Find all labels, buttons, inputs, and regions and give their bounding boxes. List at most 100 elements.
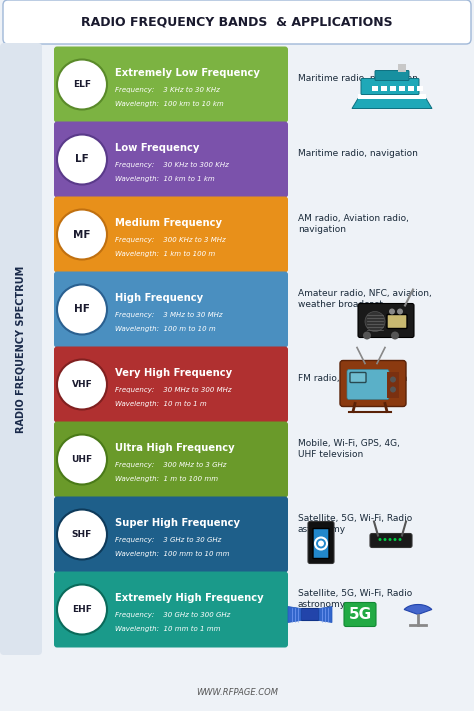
Circle shape: [391, 331, 399, 339]
Text: Wavelength:  10 mm to 1 mm: Wavelength: 10 mm to 1 mm: [115, 626, 220, 632]
Text: Maritime radio, navigation: Maritime radio, navigation: [298, 149, 418, 159]
Text: Amateur radio, NFC, aviation,
weather broadcast: Amateur radio, NFC, aviation, weather br…: [298, 289, 432, 309]
Circle shape: [57, 510, 107, 560]
Circle shape: [57, 284, 107, 334]
Text: EHF: EHF: [72, 605, 92, 614]
Text: WWW.RFPAGE.COM: WWW.RFPAGE.COM: [196, 688, 278, 697]
Text: Frequency:    3 KHz to 30 KHz: Frequency: 3 KHz to 30 KHz: [115, 87, 220, 93]
Text: MF: MF: [73, 230, 91, 240]
Text: SHF: SHF: [72, 530, 92, 539]
Text: UHF: UHF: [72, 455, 92, 464]
Text: Frequency:    300 MHz to 3 GHz: Frequency: 300 MHz to 3 GHz: [115, 462, 227, 468]
Circle shape: [57, 134, 107, 184]
Text: HF: HF: [74, 304, 90, 314]
Text: Wavelength:  10 m to 1 m: Wavelength: 10 m to 1 m: [115, 401, 207, 407]
Bar: [398, 63, 406, 72]
Text: ELF: ELF: [73, 80, 91, 89]
FancyBboxPatch shape: [350, 373, 366, 383]
FancyBboxPatch shape: [54, 496, 288, 572]
FancyBboxPatch shape: [370, 533, 412, 547]
Polygon shape: [352, 99, 432, 109]
Circle shape: [390, 377, 396, 383]
Circle shape: [389, 538, 392, 541]
Text: Wavelength:  10 km to 1 km: Wavelength: 10 km to 1 km: [115, 176, 215, 182]
Circle shape: [57, 360, 107, 410]
FancyBboxPatch shape: [313, 528, 329, 559]
Circle shape: [379, 538, 382, 541]
Polygon shape: [404, 604, 432, 614]
Bar: [408, 85, 414, 90]
Text: RADIO FREQUENCY BANDS  & APPLICATIONS: RADIO FREQUENCY BANDS & APPLICATIONS: [81, 16, 393, 28]
FancyBboxPatch shape: [344, 602, 376, 626]
Bar: [372, 85, 378, 90]
Circle shape: [57, 210, 107, 260]
Text: FM radio, VHF television: FM radio, VHF television: [298, 375, 407, 383]
Text: Wavelength:  100 m to 10 m: Wavelength: 100 m to 10 m: [115, 326, 216, 332]
Polygon shape: [288, 606, 301, 623]
Text: LF: LF: [75, 154, 89, 164]
Text: Ultra High Frequency: Ultra High Frequency: [115, 443, 235, 453]
Text: Wavelength:  1 m to 100 mm: Wavelength: 1 m to 100 mm: [115, 476, 218, 482]
Text: Frequency:    30 KHz to 300 KHz: Frequency: 30 KHz to 300 KHz: [115, 162, 229, 169]
FancyBboxPatch shape: [347, 370, 389, 400]
Circle shape: [393, 538, 396, 541]
FancyBboxPatch shape: [3, 0, 471, 44]
FancyBboxPatch shape: [375, 70, 409, 80]
Text: Super High Frequency: Super High Frequency: [115, 518, 240, 528]
Bar: [387, 372, 399, 397]
FancyBboxPatch shape: [54, 122, 288, 198]
Bar: [390, 85, 396, 90]
Text: Wavelength:  100 km to 10 km: Wavelength: 100 km to 10 km: [115, 101, 224, 107]
Circle shape: [399, 538, 401, 541]
Text: Extremely Low Frequency: Extremely Low Frequency: [115, 68, 260, 77]
Text: Frequency:    300 KHz to 3 MHz: Frequency: 300 KHz to 3 MHz: [115, 237, 226, 243]
Text: Extremely High Frequency: Extremely High Frequency: [115, 592, 264, 603]
Bar: [399, 85, 405, 90]
Text: VHF: VHF: [72, 380, 92, 389]
Circle shape: [365, 311, 385, 331]
FancyBboxPatch shape: [54, 572, 288, 648]
FancyBboxPatch shape: [340, 360, 406, 407]
FancyBboxPatch shape: [301, 609, 319, 621]
Text: RADIO FREQUENCY SPECTRUM: RADIO FREQUENCY SPECTRUM: [16, 265, 26, 432]
Circle shape: [383, 538, 386, 541]
Circle shape: [57, 584, 107, 634]
FancyBboxPatch shape: [54, 422, 288, 498]
FancyBboxPatch shape: [308, 521, 334, 564]
Text: Wavelength:  1 km to 100 m: Wavelength: 1 km to 100 m: [115, 251, 215, 257]
FancyBboxPatch shape: [54, 196, 288, 272]
Text: Low Frequency: Low Frequency: [115, 143, 200, 153]
Text: Medium Frequency: Medium Frequency: [115, 218, 222, 228]
Bar: [381, 85, 387, 90]
Text: Mobile, Wi-Fi, GPS, 4G,
UHF television: Mobile, Wi-Fi, GPS, 4G, UHF television: [298, 439, 400, 459]
Text: AM radio, Aviation radio,
navigation: AM radio, Aviation radio, navigation: [298, 213, 409, 235]
Bar: [358, 94, 426, 99]
Text: Very High Frequency: Very High Frequency: [115, 368, 232, 378]
Circle shape: [363, 331, 371, 339]
Text: Frequency:    30 MHz to 300 MHz: Frequency: 30 MHz to 300 MHz: [115, 387, 231, 393]
Text: 5G: 5G: [348, 607, 372, 622]
FancyBboxPatch shape: [0, 43, 42, 655]
Circle shape: [57, 60, 107, 109]
FancyBboxPatch shape: [387, 314, 407, 328]
Text: Frequency:    3 GHz to 30 GHz: Frequency: 3 GHz to 30 GHz: [115, 537, 221, 543]
Polygon shape: [319, 606, 332, 623]
Text: Frequency:    30 GHz to 300 GHz: Frequency: 30 GHz to 300 GHz: [115, 612, 230, 618]
Circle shape: [397, 309, 403, 314]
Bar: [417, 85, 423, 90]
Circle shape: [57, 434, 107, 484]
Circle shape: [390, 387, 396, 392]
Text: Satellite, 5G, Wi-Fi, Radio
astronomy: Satellite, 5G, Wi-Fi, Radio astronomy: [298, 589, 412, 609]
Circle shape: [389, 309, 395, 314]
FancyBboxPatch shape: [54, 272, 288, 348]
FancyBboxPatch shape: [358, 304, 414, 338]
FancyBboxPatch shape: [54, 346, 288, 422]
Text: Maritime radio, navigation: Maritime radio, navigation: [298, 75, 418, 83]
Text: Satellite, 5G, Wi-Fi, Radio
astronomy: Satellite, 5G, Wi-Fi, Radio astronomy: [298, 513, 412, 535]
FancyBboxPatch shape: [54, 46, 288, 122]
FancyBboxPatch shape: [361, 78, 419, 95]
Circle shape: [318, 540, 324, 547]
Text: High Frequency: High Frequency: [115, 293, 203, 303]
Text: Frequency:    3 MHz to 30 MHz: Frequency: 3 MHz to 30 MHz: [115, 312, 222, 318]
Text: Wavelength:  100 mm to 10 mm: Wavelength: 100 mm to 10 mm: [115, 551, 229, 557]
